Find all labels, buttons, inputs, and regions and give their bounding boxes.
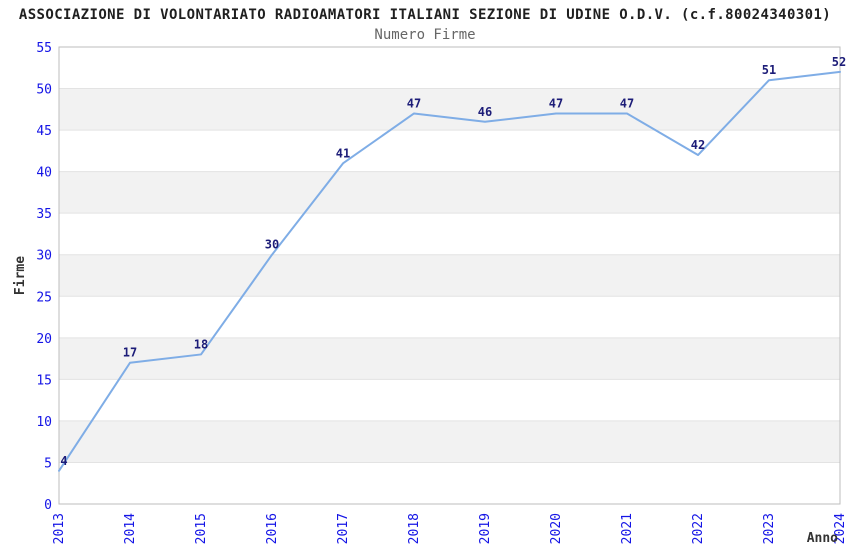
y-tick-label: 20 xyxy=(36,332,52,347)
data-point-label: 51 xyxy=(762,63,776,77)
data-point-label: 47 xyxy=(620,96,634,110)
x-tick-label: 2014 xyxy=(123,513,138,544)
x-axis-title: Anno xyxy=(807,531,838,546)
y-tick-label: 45 xyxy=(36,124,52,139)
x-tick-label: 2024 xyxy=(833,513,848,544)
data-point-label: 41 xyxy=(336,146,350,160)
data-point-label: 4 xyxy=(60,454,67,468)
x-tick-label: 2019 xyxy=(478,513,493,544)
x-tick-label: 2023 xyxy=(762,513,777,544)
data-point-label: 18 xyxy=(194,337,208,351)
data-point-label: 47 xyxy=(549,96,563,110)
chart-title: ASSOCIAZIONE DI VOLONTARIATO RADIOAMATOR… xyxy=(18,7,832,23)
x-tick-label: 2013 xyxy=(52,513,67,544)
y-tick-label: 15 xyxy=(36,373,52,388)
y-tick-label: 30 xyxy=(36,249,52,264)
y-tick-label: 10 xyxy=(36,415,52,430)
y-tick-label: 50 xyxy=(36,83,52,98)
grid-band xyxy=(59,337,840,380)
plot-frame xyxy=(58,46,841,505)
y-tick-label: 25 xyxy=(36,290,52,305)
chart-subtitle: Numero Firme xyxy=(374,27,476,43)
x-tick-label: 2015 xyxy=(194,513,209,544)
y-tick-label: 55 xyxy=(36,41,52,56)
y-tick-label: 35 xyxy=(36,207,52,222)
data-point-label: 46 xyxy=(478,105,492,119)
data-point-label: 30 xyxy=(265,238,279,252)
y-tick-label: 40 xyxy=(36,166,52,181)
y-axis-title: Firme xyxy=(13,256,28,295)
data-point-label: 47 xyxy=(407,96,421,110)
data-point-label: 17 xyxy=(123,346,137,360)
x-tick-label: 2018 xyxy=(407,513,422,544)
data-point-label: 42 xyxy=(691,138,705,152)
grid-band xyxy=(59,420,840,463)
grid-band xyxy=(59,254,840,297)
data-line xyxy=(58,70,841,472)
y-tick-label: 0 xyxy=(44,498,52,513)
x-tick-label: 2020 xyxy=(549,513,564,544)
x-tick-label: 2022 xyxy=(691,513,706,544)
y-tick-label: 5 xyxy=(44,456,52,471)
x-tick-label: 2021 xyxy=(620,513,635,544)
x-tick-label: 2016 xyxy=(265,513,280,544)
grid-band xyxy=(59,171,840,214)
x-tick-label: 2017 xyxy=(336,513,351,544)
data-point-label: 52 xyxy=(832,55,846,69)
grid-band xyxy=(59,88,840,131)
